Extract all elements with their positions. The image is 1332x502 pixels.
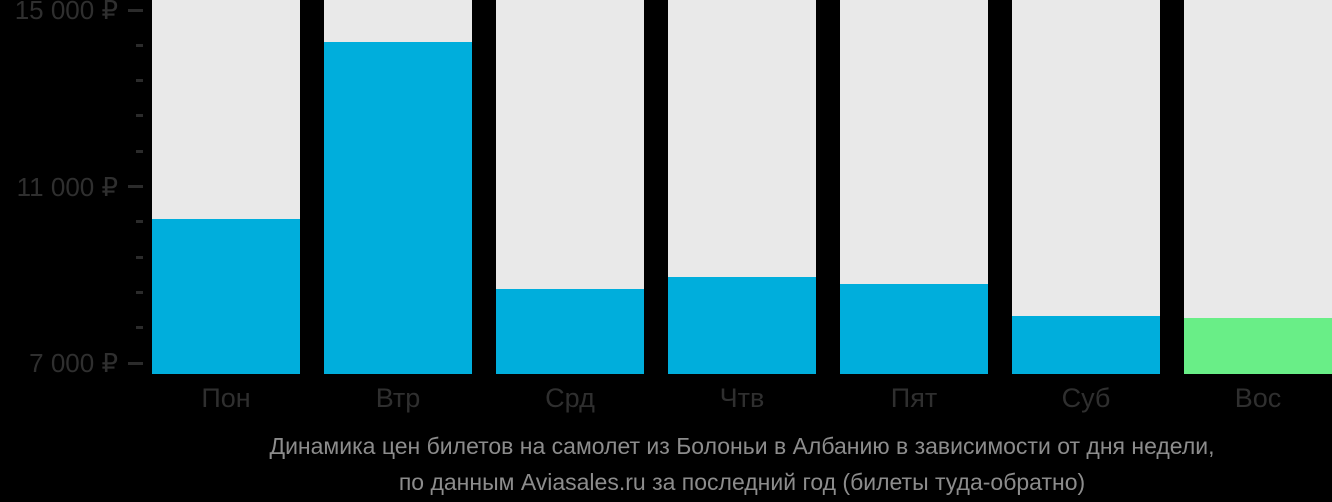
price-bar-пон[interactable] [152,219,300,374]
y-axis-label: 7 000 ₽ [29,348,118,378]
y-minor-tick [136,291,143,294]
chart-caption-line-1: Динамика цен билетов на самолет из Болон… [269,433,1215,459]
price-bar-чтв[interactable] [668,277,816,374]
price-bar-вос[interactable] [1184,318,1332,374]
y-major-tick [128,362,143,365]
y-axis-label: 15 000 ₽ [14,0,118,25]
price-bar-пят[interactable] [840,284,988,374]
y-axis-label: 11 000 ₽ [16,172,118,202]
y-major-tick [128,185,143,188]
x-axis-label-втр: Втр [375,383,421,413]
x-axis-label-суб: Суб [1061,383,1111,413]
price-bar-суб[interactable] [1012,316,1160,374]
x-axis-label-срд: Срд [545,383,595,413]
price-bar-втр[interactable] [324,42,472,374]
y-major-tick [128,9,143,12]
x-axis-label-чтв: Чтв [719,383,765,413]
y-minor-tick [136,79,143,82]
column-background [1012,0,1160,374]
chart-caption-line-2: по данным Aviasales.ru за последний год … [398,469,1086,495]
y-minor-tick [136,44,143,47]
y-minor-tick [136,326,143,329]
y-minor-tick [136,256,143,259]
chart-caption: Динамика цен билетов на самолет из Болон… [152,428,1332,500]
y-minor-tick [136,150,143,153]
x-axis-label-вос: Вос [1234,383,1282,413]
column-background [1184,0,1332,374]
x-axis-label-пят: Пят [890,383,938,413]
y-minor-tick [136,220,143,223]
x-axis-label-пон: Пон [201,383,251,413]
price-bar-срд[interactable] [496,289,644,374]
y-minor-tick [136,114,143,117]
